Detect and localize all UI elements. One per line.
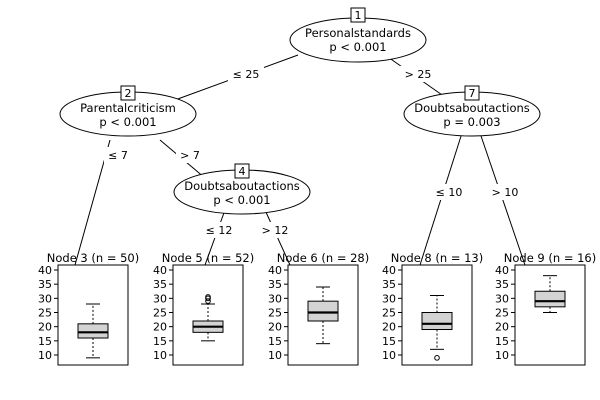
iqr-box <box>534 290 566 308</box>
iqr-box <box>421 312 453 330</box>
edge-label-4-6: > 12 <box>262 224 289 237</box>
y-tick-label-25: 25 <box>153 307 167 320</box>
iqr-box <box>307 300 339 322</box>
y-tick-label-15: 15 <box>495 335 509 348</box>
y-tick-label-30: 30 <box>268 292 282 305</box>
inner-node-7: 7 Doubtsaboutactions p = 0.003 <box>403 85 541 137</box>
y-tick-label-10: 10 <box>38 349 52 362</box>
y-tick-label-20: 20 <box>382 321 396 334</box>
terminal-node-title: Node 6 (n = 28) <box>277 251 369 265</box>
panel-frame <box>514 264 586 366</box>
split-p-value: p < 0.001 <box>99 115 156 129</box>
split-p-value: p = 0.003 <box>443 115 500 129</box>
edge-label-4-5: ≤ 12 <box>206 224 233 237</box>
inner-node-4: 4 Doubtsaboutactions p < 0.001 <box>173 163 311 215</box>
y-tick-label-10: 10 <box>153 349 167 362</box>
y-tick-label-40: 40 <box>495 264 509 277</box>
y-tick-label-20: 20 <box>153 321 167 334</box>
y-tick-label-35: 35 <box>268 278 282 291</box>
edge-label-7-8: ≤ 10 <box>436 186 463 199</box>
edge-lines <box>74 54 526 266</box>
terminal-node-title: Node 9 (n = 16) <box>504 251 596 265</box>
edge-label-7-9: > 10 <box>492 186 519 199</box>
split-variable: Personalstandards <box>305 26 411 40</box>
y-tick-label-25: 25 <box>268 307 282 320</box>
node-id-label: 7 <box>469 87 476 100</box>
node-id-box <box>234 163 250 179</box>
split-variable: Doubtsaboutactions <box>414 101 530 115</box>
node-id-label: 2 <box>125 87 132 100</box>
y-tick-label-35: 35 <box>153 278 167 291</box>
terminal-node-title: Node 3 (n = 50) <box>47 251 139 265</box>
y-tick-label-20: 20 <box>268 321 282 334</box>
y-tick-label-40: 40 <box>38 264 52 277</box>
y-tick-label-25: 25 <box>495 307 509 320</box>
y-tick-label-20: 20 <box>495 321 509 334</box>
split-variable: Parentalcriticism <box>80 101 176 115</box>
y-tick-label-15: 15 <box>153 335 167 348</box>
y-tick-label-25: 25 <box>38 307 52 320</box>
y-tick-label-35: 35 <box>382 278 396 291</box>
node-id-box <box>464 85 480 101</box>
y-tick-label-10: 10 <box>495 349 509 362</box>
y-tick-label-40: 40 <box>153 264 167 277</box>
y-tick-label-15: 15 <box>382 335 396 348</box>
split-p-value: p < 0.001 <box>213 193 270 207</box>
terminal-node-title: Node 8 (n = 13) <box>391 251 483 265</box>
split-variable: Doubtsaboutactions <box>184 179 300 193</box>
edge-label-2-3: ≤ 7 <box>108 149 128 162</box>
y-tick-label-30: 30 <box>382 292 396 305</box>
y-tick-label-10: 10 <box>268 349 282 362</box>
y-tick-label-15: 15 <box>38 335 52 348</box>
y-tick-label-30: 30 <box>495 292 509 305</box>
outlier-point-2 <box>205 294 211 300</box>
split-p-value: p < 0.001 <box>329 40 386 54</box>
y-tick-label-35: 35 <box>495 278 509 291</box>
edge-label-1-7: > 25 <box>405 68 432 81</box>
outlier-point-0 <box>434 355 440 361</box>
y-tick-label-40: 40 <box>268 264 282 277</box>
edge-label-2-4: > 7 <box>180 149 200 162</box>
edge-label-1-2: ≤ 25 <box>233 68 260 81</box>
iqr-box <box>77 323 109 339</box>
inner-node-1: 1 Personalstandards p < 0.001 <box>289 7 427 63</box>
y-tick-label-25: 25 <box>382 307 396 320</box>
terminal-node-title: Node 5 (n = 52) <box>162 251 254 265</box>
y-tick-label-15: 15 <box>268 335 282 348</box>
node-id-box <box>350 7 366 23</box>
node-id-label: 1 <box>355 9 362 22</box>
y-tick-label-40: 40 <box>382 264 396 277</box>
y-tick-label-10: 10 <box>382 349 396 362</box>
y-tick-label-20: 20 <box>38 321 52 334</box>
y-tick-label-30: 30 <box>38 292 52 305</box>
inner-node-2: 2 Parentalcriticism p < 0.001 <box>59 85 197 137</box>
node-id-box <box>120 85 136 101</box>
node-id-label: 4 <box>239 165 246 178</box>
y-tick-label-30: 30 <box>153 292 167 305</box>
y-tick-label-35: 35 <box>38 278 52 291</box>
edge-labels: ≤ 25 > 25 ≤ 7 > 7 ≤ 12 > 12 ≤ 10 > 10 <box>104 66 524 238</box>
